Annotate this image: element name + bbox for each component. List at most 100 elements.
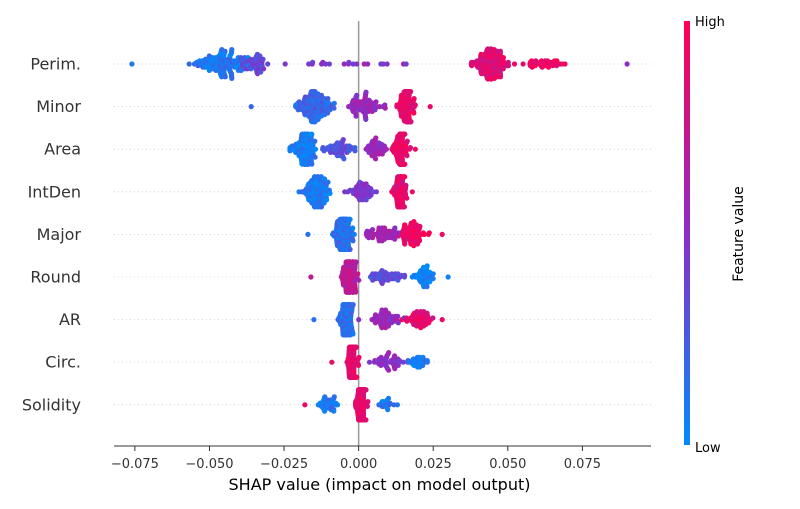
shap-point [562, 61, 568, 67]
shap-point [426, 230, 432, 236]
shap-point [340, 137, 346, 143]
shap-point [382, 105, 388, 111]
shap-point [309, 131, 315, 137]
shap-point [363, 387, 369, 393]
shap-point [354, 92, 360, 98]
shap-point [186, 61, 192, 67]
shap-point [427, 104, 433, 110]
feature-label: Round [30, 268, 81, 287]
shap-point [350, 238, 356, 244]
shap-point [505, 63, 512, 69]
shap-point [430, 315, 436, 321]
shap-point [408, 119, 414, 125]
x-axis-label: SHAP value (impact on model output) [229, 475, 531, 494]
shap-point [430, 271, 436, 277]
shap-point [322, 61, 329, 67]
shap-point [261, 66, 267, 72]
feature-labels: Perim. Minor Area IntDen Major Round AR Circ. So… [22, 55, 82, 415]
shap-point [353, 113, 359, 119]
shap-point [352, 148, 358, 154]
shap-point [309, 161, 315, 167]
shap-point [392, 353, 398, 359]
shap-point [351, 231, 357, 237]
feature-label: Minor [36, 97, 81, 116]
shap-point [497, 48, 503, 54]
feature-label: Major [37, 225, 82, 244]
feature-label: Circ. [45, 353, 81, 372]
shap-point [364, 403, 370, 409]
shap-point [500, 66, 506, 72]
shap-point [322, 176, 328, 182]
x-tick-label: 0.000 [340, 457, 377, 472]
shap-point [356, 317, 362, 323]
shap-point [129, 61, 135, 67]
shap-point [350, 331, 356, 337]
shap-point [424, 284, 430, 290]
shap-point [408, 89, 414, 95]
shap-point [347, 246, 353, 252]
shap-point [331, 100, 337, 106]
shap-point [305, 231, 311, 237]
shap-point [222, 74, 228, 80]
shap-point [392, 366, 398, 372]
shap-point [312, 138, 318, 144]
shap-point [402, 161, 408, 167]
shap-point [331, 394, 337, 400]
shap-point [424, 263, 430, 269]
shap-point [355, 271, 361, 277]
shap-point [424, 358, 430, 364]
shap-point [229, 47, 235, 53]
shap-point [409, 189, 415, 195]
shap-point [324, 197, 330, 203]
shap-point [430, 276, 436, 282]
shap-point [325, 179, 331, 185]
shap-point [404, 153, 410, 159]
shap-point [353, 259, 359, 265]
shap-point [355, 362, 362, 368]
shap-point [402, 241, 408, 247]
shap-point [421, 231, 427, 237]
shap-point [373, 189, 379, 195]
shap-point [439, 231, 445, 237]
shap-point [412, 146, 418, 152]
shap-point [363, 197, 369, 203]
shap-point [407, 145, 413, 151]
shap-point [373, 135, 379, 141]
shap-point [402, 272, 408, 278]
shap-point [373, 99, 379, 105]
shap-point [341, 156, 347, 162]
shap-point [427, 279, 433, 285]
shap-point [400, 359, 406, 365]
shap-point [370, 227, 376, 233]
shap-point [282, 61, 288, 67]
shap-point [350, 302, 356, 308]
x-tick-label: −0.075 [111, 457, 159, 472]
shap-point [308, 274, 314, 280]
shap-point [403, 182, 409, 188]
shap-point [520, 61, 526, 67]
shap-point [402, 174, 408, 180]
shap-point [363, 417, 369, 423]
shap-point [385, 395, 392, 401]
shap-point [497, 74, 504, 80]
shap-point [392, 225, 398, 231]
shap-point [401, 204, 407, 210]
shap-point [354, 61, 360, 67]
shap-point [363, 89, 369, 95]
shap-point [404, 195, 410, 201]
x-axis-ticks: −0.075 −0.050 −0.025 0.000 0.025 0.050 0.075 [111, 446, 601, 472]
shap-point [257, 53, 263, 59]
shap-point [500, 55, 506, 61]
shap-point [327, 190, 333, 196]
shap-point [395, 320, 401, 326]
shap-point [402, 131, 408, 137]
feature-label: Solidity [22, 395, 81, 414]
shap-point [511, 61, 518, 67]
shap-point [356, 277, 362, 283]
shap-point [222, 48, 228, 54]
shap-point [386, 350, 392, 356]
shap-point [366, 359, 373, 365]
shap-point [229, 75, 235, 81]
x-tick-label: 0.050 [489, 457, 526, 472]
